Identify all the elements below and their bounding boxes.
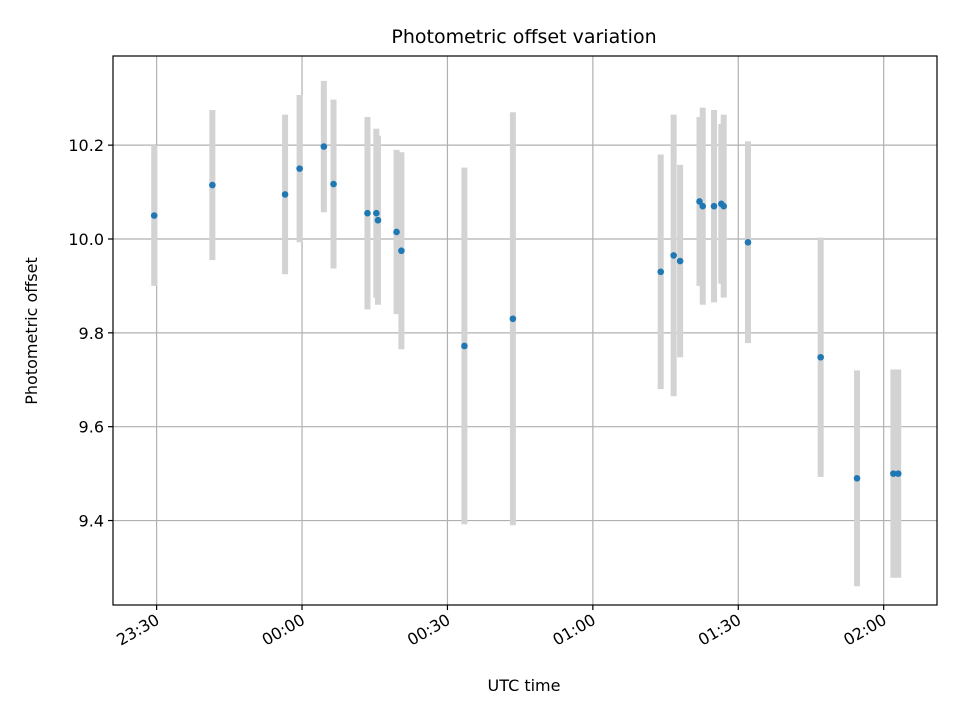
data-point (676, 257, 684, 265)
data-point (320, 143, 328, 150)
errorbars (151, 80, 902, 587)
y-tick-label: 10.0 (68, 230, 104, 249)
data-point (509, 315, 517, 323)
data-point (696, 198, 703, 205)
data-point (670, 252, 677, 259)
y-axis: 9.4 9.6 9.8 10.0 10.2 (68, 136, 113, 531)
data-points (150, 143, 902, 482)
data-point (894, 470, 902, 477)
data-point (817, 353, 824, 361)
data-point (330, 180, 337, 188)
data-point (720, 202, 728, 210)
x-tick-label: 01:00 (549, 610, 598, 650)
y-tick-label: 9.6 (79, 418, 104, 437)
data-point (699, 202, 707, 210)
data-point (398, 247, 405, 255)
data-point (657, 268, 665, 276)
x-tick-label: 02:00 (840, 610, 889, 650)
y-tick-label: 9.4 (79, 512, 104, 531)
data-point (853, 475, 861, 482)
chart-title: Photometric offset variation (391, 26, 656, 48)
data-point (209, 181, 216, 189)
x-tick-label: 01:30 (695, 610, 744, 650)
data-point (744, 238, 752, 246)
data-point (281, 191, 289, 198)
x-tick-label: 00:00 (259, 610, 308, 650)
x-tick-label: 00:30 (404, 610, 453, 650)
data-point (373, 209, 380, 217)
data-point (374, 216, 382, 224)
data-point (364, 209, 371, 217)
data-point (890, 470, 897, 477)
y-tick-label: 10.2 (68, 136, 104, 155)
data-point (393, 228, 400, 236)
grid (113, 56, 937, 605)
data-point (296, 165, 303, 172)
x-axis-label: UTC time (488, 676, 561, 695)
data-point (150, 212, 158, 219)
x-tick-label: 23:30 (113, 610, 162, 650)
data-point (461, 342, 468, 350)
x-axis: 23:30 00:00 00:30 01:00 01:30 02:00 (113, 605, 890, 650)
y-tick-label: 9.8 (79, 324, 104, 343)
y-axis-label: Photometric offset (22, 257, 41, 405)
plot-frame (112, 55, 938, 606)
data-point (710, 202, 718, 210)
